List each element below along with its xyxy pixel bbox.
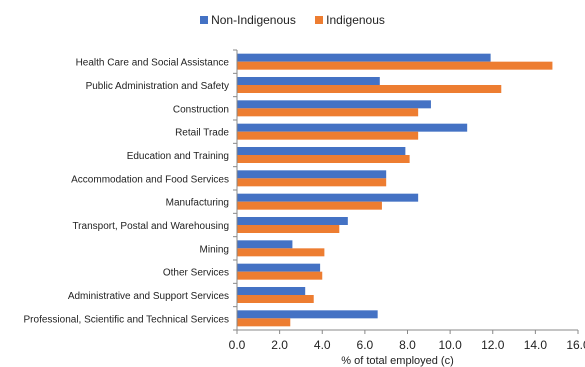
x-tick-label: 2.0 (271, 338, 288, 352)
category-label: Retail Trade (175, 128, 229, 139)
bar-non-indigenous (237, 77, 380, 85)
category-label: Construction (173, 104, 229, 115)
x-tick-label: 4.0 (314, 338, 331, 352)
category-label: Professional, Scientific and Technical S… (24, 314, 229, 325)
bar-non-indigenous (237, 263, 321, 272)
legend-label-indigenous: Indigenous (326, 13, 385, 28)
bar-non-indigenous (237, 123, 468, 132)
x-tick-label: 8.0 (399, 338, 416, 352)
bar-non-indigenous (237, 100, 431, 109)
x-tick-label: 0.0 (229, 338, 246, 352)
bar-indigenous (237, 271, 323, 280)
legend-swatch-non-indigenous (200, 16, 209, 25)
bar-indigenous (237, 131, 419, 140)
bar-indigenous (237, 61, 553, 70)
category-label: Manufacturing (166, 198, 229, 209)
bar-indigenous (237, 85, 502, 93)
x-tick-label: 6.0 (357, 338, 374, 352)
legend-item-non-indigenous: Non-Indigenous (200, 12, 296, 27)
bar-non-indigenous (237, 287, 306, 295)
bar-indigenous (237, 248, 325, 257)
bar-non-indigenous (237, 53, 491, 62)
bar-indigenous (237, 178, 387, 187)
category-label: Health Care and Social Assistance (76, 58, 230, 69)
category-label: Administrative and Support Services (68, 291, 229, 302)
chart-legend: Non-Indigenous Indigenous (0, 12, 585, 27)
x-tick-label: 14.0 (524, 338, 548, 352)
category-label: Transport, Postal and Warehousing (72, 221, 229, 232)
legend-label-non-indigenous: Non-Indigenous (211, 13, 296, 28)
bar-indigenous (237, 318, 291, 327)
category-label: Other Services (163, 268, 229, 279)
category-label: Accommodation and Food Services (71, 174, 229, 185)
x-tick-label: 10.0 (438, 338, 462, 352)
bar-non-indigenous (237, 240, 293, 249)
category-label: Public Administration and Safety (86, 81, 229, 92)
x-axis-title: % of total employed (c) (341, 355, 454, 367)
bar-non-indigenous (237, 310, 378, 319)
bar-indigenous (237, 155, 410, 163)
bar-indigenous (237, 225, 340, 233)
bar-indigenous (237, 201, 382, 210)
x-tick-label: 12.0 (481, 338, 505, 352)
bar-non-indigenous (237, 217, 348, 225)
bar-indigenous (237, 108, 419, 117)
x-tick-label: 16.0 (566, 338, 585, 352)
category-label: Mining (200, 244, 229, 255)
category-label: Education and Training (127, 151, 229, 162)
bar-non-indigenous (237, 170, 387, 179)
bar-indigenous (237, 295, 314, 303)
bar-non-indigenous (237, 147, 406, 155)
legend-swatch-indigenous (315, 16, 324, 25)
bar-non-indigenous (237, 193, 419, 202)
legend-item-indigenous: Indigenous (315, 12, 385, 27)
